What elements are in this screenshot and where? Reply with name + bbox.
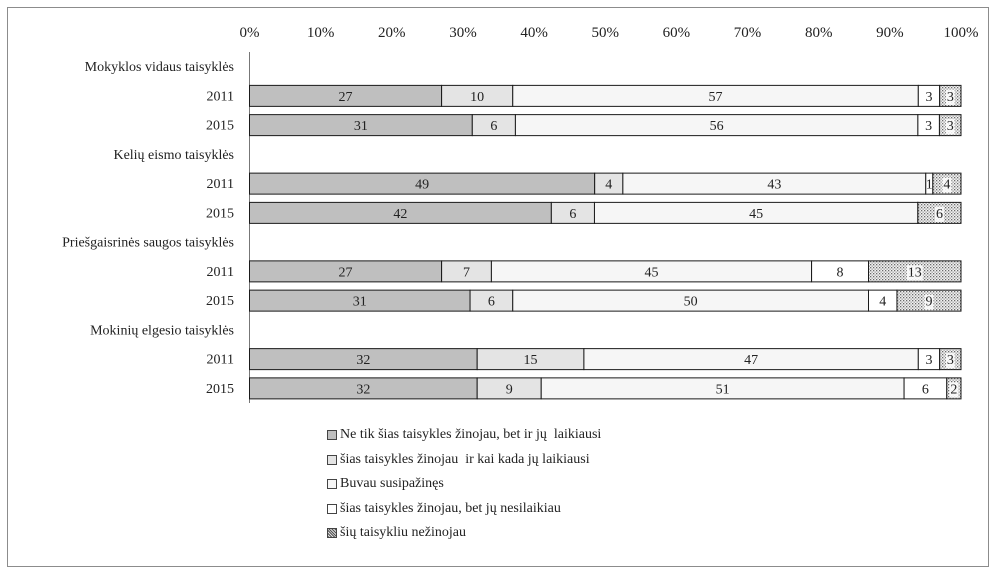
- data-label: 27: [339, 265, 353, 280]
- legend-swatch: [327, 528, 337, 539]
- x-tick-label: 10%: [307, 25, 335, 41]
- data-label: 57: [709, 90, 723, 105]
- data-label: 27: [339, 90, 353, 105]
- x-tick-label: 80%: [805, 25, 833, 41]
- data-label-halo: [924, 294, 934, 310]
- data-label: 4: [943, 178, 950, 193]
- data-label: 32: [356, 382, 370, 397]
- data-label: 2: [950, 382, 957, 397]
- legend-label: šių taisykliu nežinojau: [340, 525, 466, 541]
- data-label: 45: [644, 265, 658, 280]
- data-label-halo: [906, 265, 923, 281]
- legend-swatch: [327, 479, 337, 490]
- data-label-halo: [945, 89, 955, 105]
- data-label: 3: [925, 353, 932, 368]
- year-label: 2011: [207, 265, 234, 280]
- data-label: 3: [947, 90, 954, 105]
- year-label: 2011: [207, 177, 234, 192]
- data-label: 45: [749, 207, 763, 222]
- data-label: 6: [490, 119, 497, 134]
- legend-label: šias taisykles žinojau, bet jų nesilaiki…: [340, 500, 561, 516]
- group-label: Mokyklos vidaus taisyklės: [85, 60, 234, 75]
- x-tick-label: 70%: [734, 25, 762, 41]
- data-label: 10: [470, 90, 484, 105]
- data-label: 50: [684, 295, 698, 310]
- data-label: 13: [908, 265, 922, 280]
- data-label: 4: [605, 178, 612, 193]
- group-label: Priešgaisrinės saugos taisyklės: [62, 236, 234, 251]
- data-label: 3: [925, 90, 932, 105]
- x-tick-label: 20%: [378, 25, 406, 41]
- year-label: 2015: [206, 294, 234, 309]
- data-label-halo: [949, 382, 959, 398]
- data-label: 32: [356, 353, 370, 368]
- legend-item: Buvau susipažinęs: [327, 472, 601, 497]
- group-label: Mokinių elgesio taisyklės: [90, 323, 234, 338]
- category-labels: Mokyklos vidaus taisyklės 2011 2015 Kelių e…: [62, 60, 234, 397]
- bars: 2710573331656334944314426450627745813316…: [249, 84, 962, 400]
- legend-label: šias taisykles žinojau ir kai kada jų la…: [340, 451, 590, 467]
- group-label: Kelių eismo taisyklės: [113, 148, 234, 163]
- data-label: 6: [922, 382, 929, 397]
- data-label: 15: [524, 353, 538, 368]
- data-label: 49: [415, 178, 429, 193]
- data-label: 56: [710, 119, 724, 134]
- legend-label: Buvau susipažinęs: [340, 476, 444, 492]
- x-tick-label: 100%: [944, 25, 979, 41]
- year-label: 2015: [206, 119, 234, 134]
- legend-swatch: [327, 454, 337, 465]
- data-label: 31: [353, 295, 367, 310]
- chart-frame: [7, 7, 989, 567]
- legend-label: Ne tik šias taisykles žinojau, bet ir jų…: [340, 427, 602, 443]
- legend-item: šias taisykles žinojau, bet jų nesilaiki…: [327, 497, 601, 522]
- x-tick-label: 90%: [876, 25, 904, 41]
- data-label: 6: [569, 207, 576, 222]
- data-label: 1: [926, 178, 933, 193]
- data-label: 4: [879, 295, 886, 310]
- year-label: 2015: [206, 382, 234, 397]
- data-label: 9: [506, 382, 513, 397]
- data-label: 43: [767, 178, 781, 193]
- year-label: 2011: [207, 353, 234, 368]
- legend-swatch: [327, 503, 337, 514]
- legend: Ne tik šias taisykles žinojau, bet ir jų…: [327, 423, 601, 546]
- x-tick-label: 40%: [520, 25, 548, 41]
- data-label: 6: [936, 207, 943, 222]
- data-label: 31: [354, 119, 368, 134]
- year-label: 2015: [206, 206, 234, 221]
- legend-swatch: [327, 430, 337, 441]
- x-tick-label: 0%: [240, 25, 260, 41]
- data-label: 9: [925, 295, 932, 310]
- data-label: 51: [716, 382, 730, 397]
- legend-item: Ne tik šias taisykles žinojau, bet ir jų…: [327, 423, 601, 448]
- data-label-halo: [934, 206, 944, 222]
- x-tick-label: 50%: [592, 25, 620, 41]
- data-label: 3: [947, 353, 954, 368]
- data-label-halo: [945, 353, 955, 369]
- x-tick-label: 30%: [449, 25, 477, 41]
- x-axis-ticks: 0% 10% 20% 30% 40% 50% 60% 70% 80% 90% 100%: [240, 25, 979, 41]
- data-label-halo: [945, 119, 955, 135]
- data-label: 6: [488, 295, 495, 310]
- data-label: 3: [925, 119, 932, 134]
- year-label: 2011: [207, 89, 234, 104]
- x-tick-label: 60%: [663, 25, 691, 41]
- data-label: 7: [463, 265, 470, 280]
- data-label: 47: [744, 353, 758, 368]
- data-label: 8: [837, 265, 844, 280]
- legend-item: šių taisykliu nežinojau: [327, 521, 601, 546]
- data-label: 42: [393, 207, 407, 222]
- legend-item: šias taisykles žinojau ir kai kada jų la…: [327, 448, 601, 473]
- data-label-halo: [942, 177, 952, 193]
- data-label: 3: [947, 119, 954, 134]
